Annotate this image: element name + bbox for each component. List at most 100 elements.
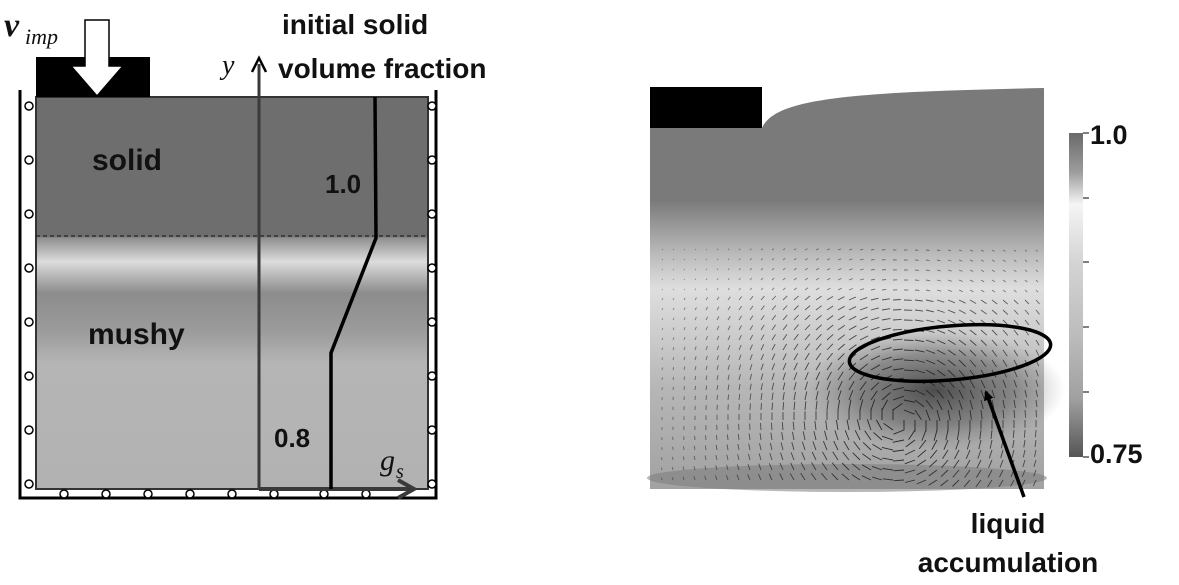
- velocity-vector: [705, 355, 708, 361]
- velocity-vector: [760, 363, 764, 371]
- velocity-vector: [969, 379, 976, 389]
- velocity-vector: [1012, 439, 1015, 448]
- velocity-vector: [727, 278, 730, 281]
- velocity-vector: [826, 343, 834, 351]
- velocity-vector: [672, 268, 675, 271]
- velocity-vector: [1002, 259, 1006, 262]
- velocity-vector: [759, 433, 762, 441]
- velocity-vector: [991, 279, 996, 283]
- velocity-vector: [782, 334, 788, 341]
- velocity-vector: [928, 469, 938, 477]
- velocity-vector: [958, 259, 963, 262]
- velocity-vector: [914, 349, 925, 353]
- velocity-vector: [705, 336, 708, 341]
- velocity-vector: [914, 359, 926, 363]
- velocity-vector: [991, 289, 996, 293]
- velocity-vector: [815, 333, 822, 341]
- velocity-vector: [848, 268, 853, 271]
- velocity-vector: [694, 297, 697, 301]
- velocity-vector: [661, 327, 664, 331]
- velocity-vector: [1035, 369, 1039, 377]
- velocity-vector: [771, 248, 775, 251]
- velocity-vector: [661, 258, 664, 261]
- velocity-vector: [782, 324, 788, 331]
- velocity-vector: [672, 337, 675, 341]
- velocity-vector: [947, 369, 956, 378]
- velocity-vector: [804, 287, 809, 291]
- velocity-vector: [989, 439, 993, 449]
- velocity-vector: [804, 343, 811, 351]
- velocity-vector: [760, 383, 763, 391]
- velocity-vector: [882, 457, 894, 461]
- velocity-vector: [771, 382, 775, 391]
- velocity-vector: [958, 349, 967, 357]
- velocity-vector: [771, 314, 777, 321]
- velocity-vector: [892, 309, 902, 311]
- velocity-vector: [760, 344, 765, 351]
- velocity-vector: [749, 373, 753, 381]
- velocity-vector: [725, 474, 729, 481]
- velocity-vector: [738, 268, 741, 271]
- velocity-vector: [738, 258, 741, 261]
- velocity-vector: [661, 268, 663, 271]
- velocity-vector: [991, 299, 998, 305]
- velocity-vector: [1002, 409, 1005, 419]
- velocity-vector: [940, 469, 949, 478]
- velocity-vector: [815, 248, 819, 251]
- velocity-vector: [705, 296, 709, 301]
- velocity-vector: [848, 371, 856, 381]
- velocity-vector: [916, 479, 927, 485]
- velocity-vector: [716, 375, 719, 381]
- velocity-vector: [760, 305, 765, 311]
- velocity-vector: [870, 326, 880, 331]
- velocity-vector: [683, 366, 686, 371]
- velocity-vector: [1002, 339, 1008, 347]
- velocity-vector: [716, 365, 719, 371]
- velocity-vector: [876, 419, 883, 431]
- velocity-vector: [1034, 439, 1037, 448]
- velocity-vector: [870, 248, 875, 251]
- velocity-vector: [782, 258, 786, 261]
- velocity-vector: [804, 401, 807, 411]
- velocity-vector: [672, 248, 675, 251]
- velocity-vector: [1035, 389, 1038, 397]
- velocity-vector: [716, 335, 720, 341]
- velocity-vector: [815, 400, 818, 411]
- velocity-vector: [859, 278, 865, 281]
- velocity-vector: [771, 324, 776, 331]
- profile-title-line2: volume fraction: [278, 53, 486, 84]
- velocity-vector: [738, 393, 741, 401]
- velocity-vector: [672, 347, 675, 351]
- velocity-vector: [991, 309, 998, 315]
- velocity-vector: [848, 258, 853, 261]
- velocity-vector: [958, 379, 965, 389]
- velocity-vector: [1024, 369, 1029, 377]
- velocity-vector: [737, 454, 740, 461]
- velocity-vector: [671, 476, 674, 481]
- velocity-vector: [760, 373, 764, 381]
- velocity-vector: [933, 429, 938, 441]
- velocity-vector: [716, 248, 719, 251]
- velocity-vector: [715, 434, 718, 441]
- velocity-vector: [694, 268, 697, 271]
- velocity-vector: [1012, 429, 1015, 439]
- velocity-vector: [768, 463, 773, 471]
- velocity-vector: [822, 451, 828, 461]
- velocity-vector: [826, 390, 830, 401]
- velocity-vector: [771, 392, 774, 401]
- velocity-vector: [1002, 379, 1007, 388]
- velocity-vector: [1002, 329, 1009, 336]
- velocity-vector: [738, 305, 742, 311]
- velocity-vector: [683, 258, 686, 261]
- velocity-vector: [801, 452, 806, 461]
- velocity-vector: [682, 456, 685, 461]
- velocity-vector: [958, 269, 963, 272]
- velocity-vector: [749, 354, 753, 361]
- velocity-vector: [694, 278, 697, 281]
- velocity-vector: [936, 309, 945, 313]
- velocity-vector: [738, 277, 741, 281]
- velocity-vector: [1013, 399, 1016, 408]
- velocity-vector: [837, 324, 846, 331]
- velocity-vector: [892, 439, 905, 443]
- velocity-vector: [837, 334, 846, 341]
